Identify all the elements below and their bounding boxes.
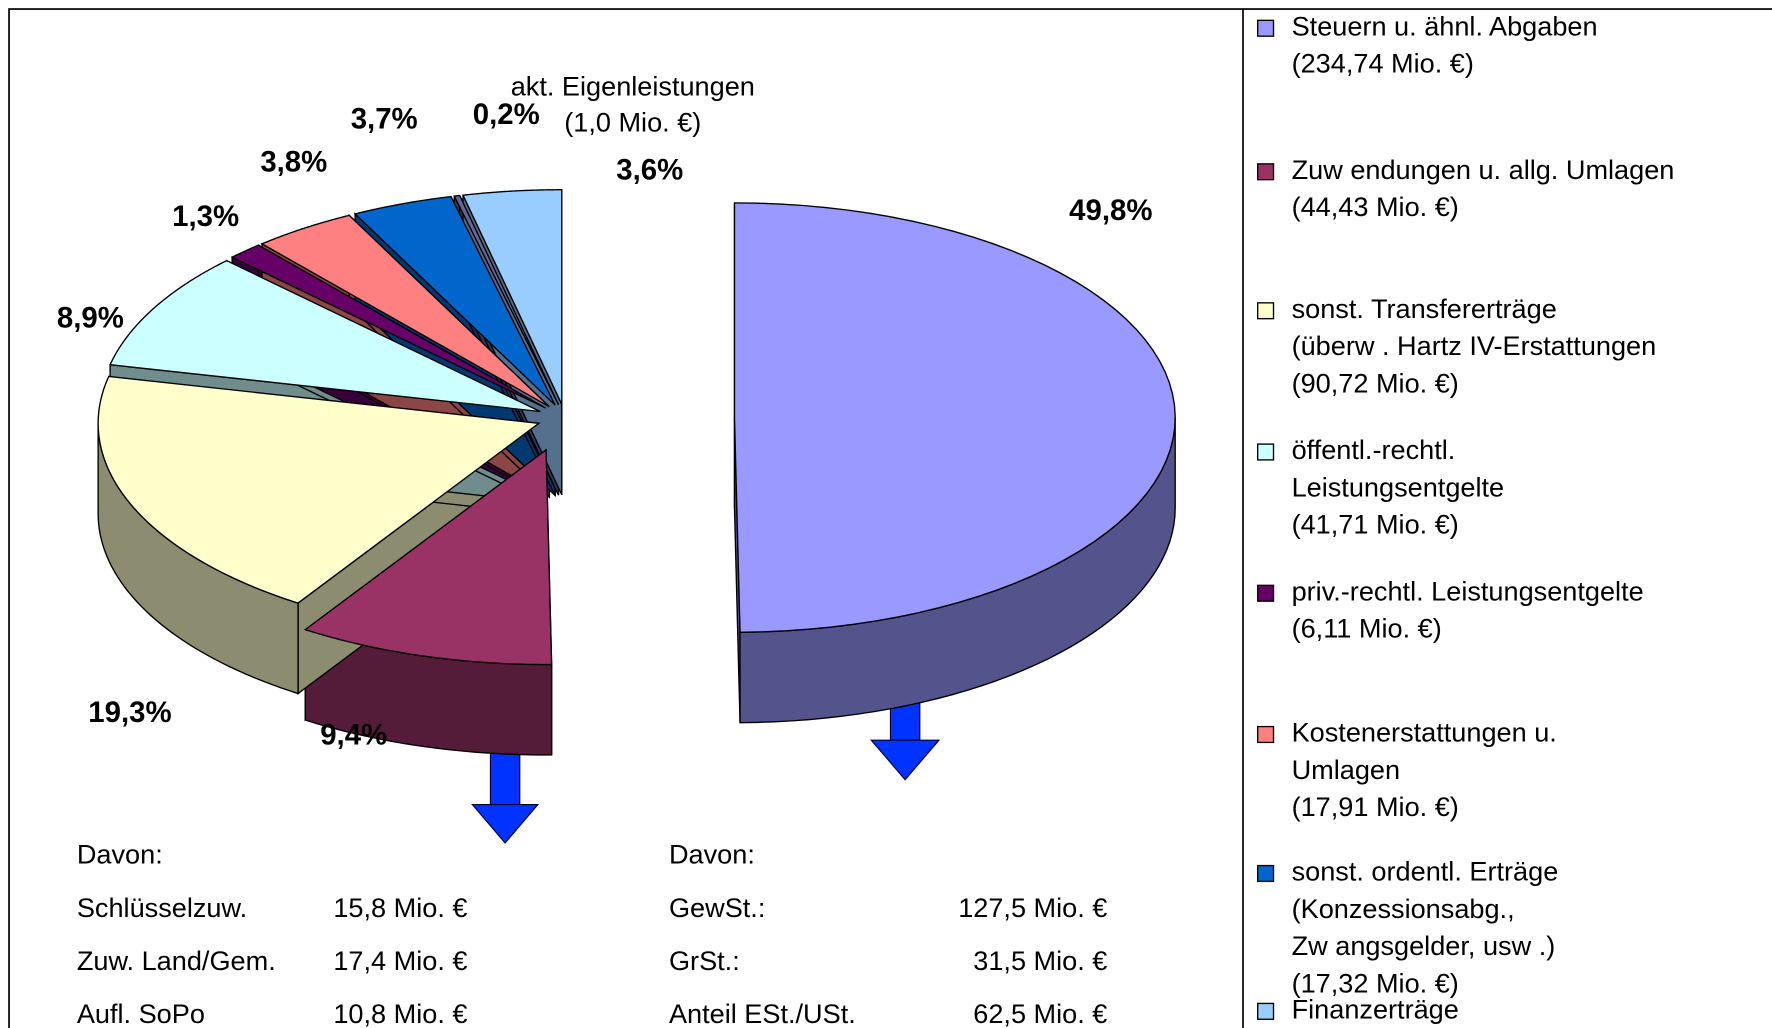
slice <box>353 195 556 406</box>
legend-swatch <box>1257 302 1275 320</box>
slice <box>97 375 541 604</box>
legend-label: (44,43 Mio. €) <box>1292 191 1459 222</box>
table-value: 17,4 Mio. € <box>333 945 467 976</box>
legend-label: Zuw endungen u. allg. Umlagen <box>1292 154 1675 185</box>
arrow <box>471 747 540 844</box>
slice <box>461 189 563 405</box>
legend-label: priv.-rechtl. Leistungsentgelte <box>1292 575 1644 606</box>
legend-swatch <box>1257 443 1275 461</box>
table-heading: Davon: <box>77 839 163 870</box>
table-label: Aufl. SoPo <box>77 998 205 1028</box>
legend-label: (6,11 Mio. €) <box>1292 613 1442 644</box>
data-label: 3,8% <box>260 146 327 179</box>
slice <box>453 194 560 406</box>
legend-label: (90,72 Mio. €) <box>1292 367 1459 398</box>
pie-tops <box>97 189 1176 666</box>
legend-swatch <box>1257 1002 1275 1020</box>
legend-label: (41,71 Mio. €) <box>1292 509 1459 540</box>
legend-label: sonst. ordentl. Erträge <box>1292 856 1559 887</box>
slice <box>260 214 550 408</box>
table-value: 15,8 Mio. € <box>333 892 467 923</box>
legend-label: öffentl.-rechtl. <box>1292 434 1456 465</box>
slice <box>733 202 1176 633</box>
data-label: 49,8% <box>1069 194 1152 227</box>
table-label: Schlüsselzuw. <box>77 892 247 923</box>
slice <box>109 259 541 413</box>
legend-label: sonst. Transfererträge <box>1292 293 1557 324</box>
table-heading: Davon: <box>669 839 755 870</box>
legend-label: Finanzerträge <box>1292 994 1459 1025</box>
slice <box>230 244 547 409</box>
legend-swatch <box>1257 584 1275 602</box>
chart: 49,8% 9,4% 19,3% 8,9% 1,3% 3,8% 3,7% 0,2% 3,6% ak… <box>8 8 1772 1028</box>
table-label: GrSt.: <box>669 945 740 976</box>
legend-label: (234,74 Mio. €) <box>1292 48 1474 79</box>
table-label: Anteil ESt./USt. <box>669 998 856 1028</box>
legend-label: Zw angsgelder, usw .) <box>1292 930 1556 961</box>
annotation: (1,0 Mio. €) <box>564 106 701 137</box>
legend-label: Kostenerstattungen u. <box>1292 717 1557 748</box>
table-value: 62,5 Mio. € <box>973 998 1107 1028</box>
slice <box>303 448 553 666</box>
legend-label: (überw . Hartz IV-Erstattungen <box>1292 330 1657 361</box>
table-value: 10,8 Mio. € <box>333 998 467 1028</box>
data-label: 3,7% <box>351 103 418 136</box>
legend-label: Umlagen <box>1292 754 1401 785</box>
legend-label: (17,32 Mio. €) <box>1292 968 1459 999</box>
table-value: 31,5 Mio. € <box>973 945 1107 976</box>
table-value: 127,5 Mio. € <box>958 892 1107 923</box>
legend-label: Steuern u. ähnl. Abgaben <box>1292 10 1598 41</box>
legend-swatch <box>1257 864 1275 883</box>
data-label: 9,4% <box>320 719 387 752</box>
annotation: akt. Eigenleistungen <box>511 70 755 101</box>
legend-swatch <box>1257 725 1275 744</box>
legend-label: (Konzessionsabg., <box>1292 893 1515 924</box>
data-label: 19,3% <box>88 696 171 729</box>
data-label: 0,2% <box>473 98 540 131</box>
table-label: Zuw. Land/Gem. <box>77 945 276 976</box>
legend-swatch <box>1257 19 1275 37</box>
legend-label: Leistungsentgelte <box>1292 471 1505 502</box>
data-label: 8,9% <box>57 302 124 335</box>
data-label: 1,3% <box>172 200 239 233</box>
legend-label: (17,91 Mio. €) <box>1292 791 1459 822</box>
legend-swatch <box>1257 163 1275 181</box>
table-label: GewSt.: <box>669 892 765 923</box>
data-label: 3,6% <box>616 154 683 187</box>
